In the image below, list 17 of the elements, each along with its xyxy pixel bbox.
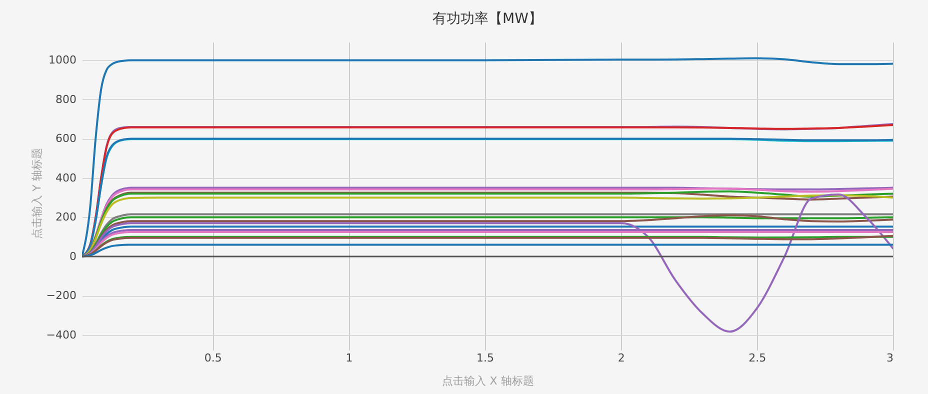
x-axis-title: 点击输入 X 轴标题 [442, 374, 534, 388]
x-tick-label: 0.5 [204, 352, 222, 364]
y-tick-label: −400 [46, 328, 76, 342]
y-tick-label: 800 [56, 92, 76, 106]
y-tick-label: 1000 [48, 54, 76, 67]
chart-title: 有功功率【MW】 [432, 11, 542, 27]
x-tick-label: 3 [886, 352, 894, 364]
y-tick-label: 200 [56, 210, 76, 224]
y-axis-title: 点击输入 Y 轴标题 [30, 148, 44, 239]
y-tick-label: −200 [46, 289, 76, 302]
x-tick-label: 1 [346, 352, 353, 364]
y-tick-label: 600 [56, 132, 76, 146]
y-tick-label: 0 [70, 250, 76, 263]
y-tick-label: 400 [56, 171, 76, 184]
x-tick-label: 2.5 [748, 352, 766, 364]
x-tick-label: 1.5 [476, 352, 494, 364]
x-tick-label: 2 [618, 352, 625, 364]
